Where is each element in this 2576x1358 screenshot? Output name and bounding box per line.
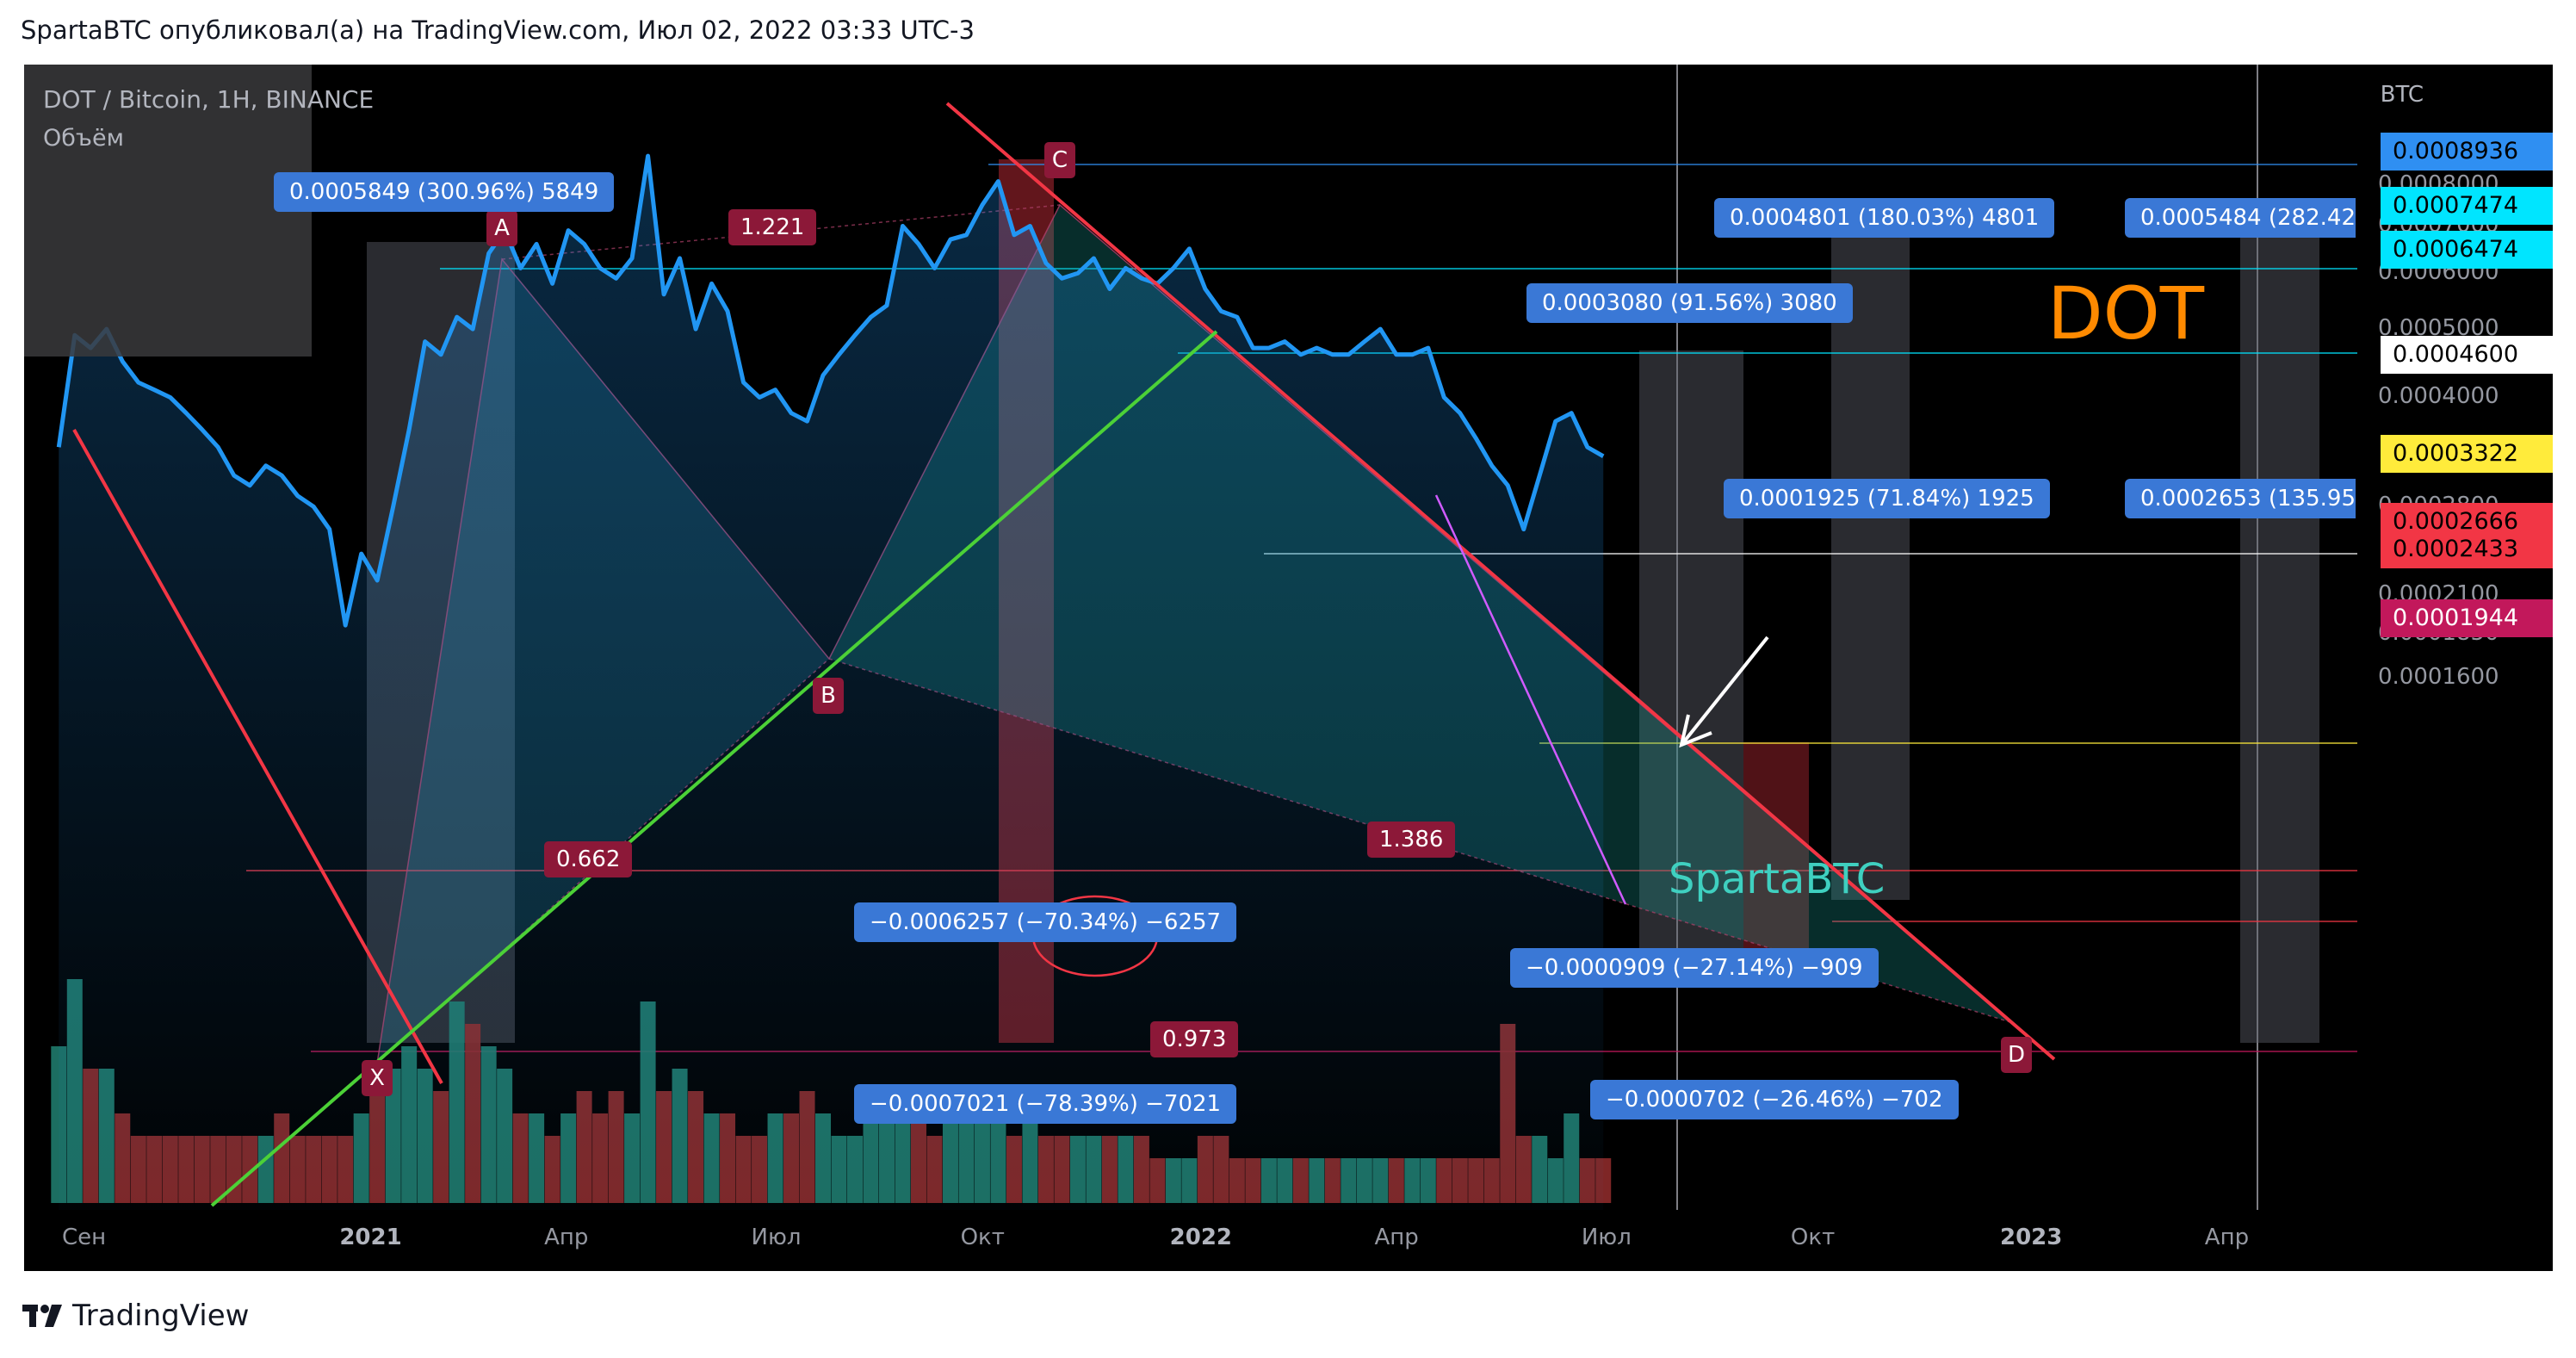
measure-label[interactable]: −0.0000909 (−27.14%) −909 (1510, 948, 1879, 988)
chart-canvas[interactable] (24, 65, 2553, 1271)
price-label: 0.0008936 (2381, 132, 2553, 171)
arrow-head (1679, 714, 1712, 748)
point-x[interactable]: X (362, 1060, 393, 1096)
projection-box (1639, 350, 1743, 972)
footer-brand: TradingView (72, 1299, 250, 1333)
point-a[interactable]: A (486, 210, 517, 246)
author-avatar (24, 65, 312, 357)
measure-label[interactable]: 0.0004801 (180.03%) 4801 (1714, 198, 2055, 238)
trendline-red-2 (945, 102, 2056, 1061)
time-tick: 2023 (2000, 1225, 2063, 1250)
time-tick: Апр (2204, 1225, 2250, 1250)
point-b[interactable]: B (813, 678, 844, 714)
ratio-bcd[interactable]: 1.386 (1367, 822, 1456, 858)
time-tick: 2022 (1169, 1225, 1233, 1250)
price-label: 0.0003322 (2381, 435, 2553, 474)
projection-box (1743, 742, 1809, 973)
dot-title: DOT (2047, 271, 2205, 356)
price-label: 0.0007474 (2381, 187, 2553, 226)
footer: TradingView (22, 1297, 249, 1335)
projection-box (1831, 228, 1910, 900)
measure-label[interactable]: 0.0003080 (91.56%) 3080 (1526, 283, 1853, 323)
projection-box (2240, 228, 2319, 1043)
ratio-xad[interactable]: 0.973 (1150, 1021, 1239, 1057)
price-label: 0.0001944 (2381, 599, 2553, 637)
tradingview-logo-icon (22, 1305, 62, 1327)
measure-label[interactable]: 0.0001925 (71.84%) 1925 (1724, 479, 2050, 518)
measure-label[interactable]: 0.0002653 (135.95 (2125, 479, 2356, 518)
measure-label[interactable]: −0.0007021 (−78.39%) −7021 (854, 1084, 1237, 1124)
price-label: 0.0002433 (2381, 530, 2553, 569)
measure-label[interactable]: −0.0000702 (−26.46%) −702 (1590, 1080, 1959, 1119)
chart-panel[interactable]: DOT / Bitcoin, 1H, BINANCE Объём BTC 0.0… (24, 65, 2553, 1271)
symbol-legend[interactable]: DOT / Bitcoin, 1H, BINANCE (43, 85, 375, 114)
price-label: 0.0006474 (2381, 231, 2553, 270)
trendline-red-1 (72, 429, 443, 1084)
point-d[interactable]: D (2001, 1037, 2032, 1073)
measure-label[interactable]: −0.0006257 (−70.34%) −6257 (854, 902, 1237, 942)
time-tick: Апр (1374, 1225, 1419, 1250)
price-tick: 0.0001600 (2378, 664, 2499, 691)
arrow-pointer (1680, 636, 1769, 747)
time-tick: Сен (62, 1225, 107, 1250)
measure-label[interactable]: 0.0005849 (300.96%) 5849 (274, 172, 615, 212)
volume-legend[interactable]: Объём (43, 125, 124, 152)
trendline-violet (1434, 494, 1627, 905)
watermark: SpartaBTC (1669, 855, 1886, 903)
trendlines (72, 102, 2056, 1207)
time-tick: Окт (960, 1225, 1005, 1250)
trendline-green (210, 330, 1218, 1207)
time-tick: 2021 (339, 1225, 402, 1250)
measure-label[interactable]: 0.0005484 (282.42 (2125, 198, 2356, 238)
time-tick: Апр (544, 1225, 589, 1250)
publish-header: SpartaBTC опубликовал(а) на TradingView.… (21, 16, 975, 45)
point-c[interactable]: C (1044, 142, 1075, 178)
axis-unit: BTC (2380, 82, 2424, 108)
price-label: 0.0004600 (2381, 335, 2553, 374)
price-tick: 0.0004000 (2378, 383, 2499, 410)
price-series-line (56, 153, 1605, 628)
ratio-xab[interactable]: 1.221 (728, 209, 817, 245)
time-tick: Июл (751, 1225, 802, 1250)
time-tick: Июл (1581, 1225, 1632, 1250)
ratio-abc[interactable]: 0.662 (544, 841, 633, 877)
time-tick: Окт (1790, 1225, 1836, 1250)
